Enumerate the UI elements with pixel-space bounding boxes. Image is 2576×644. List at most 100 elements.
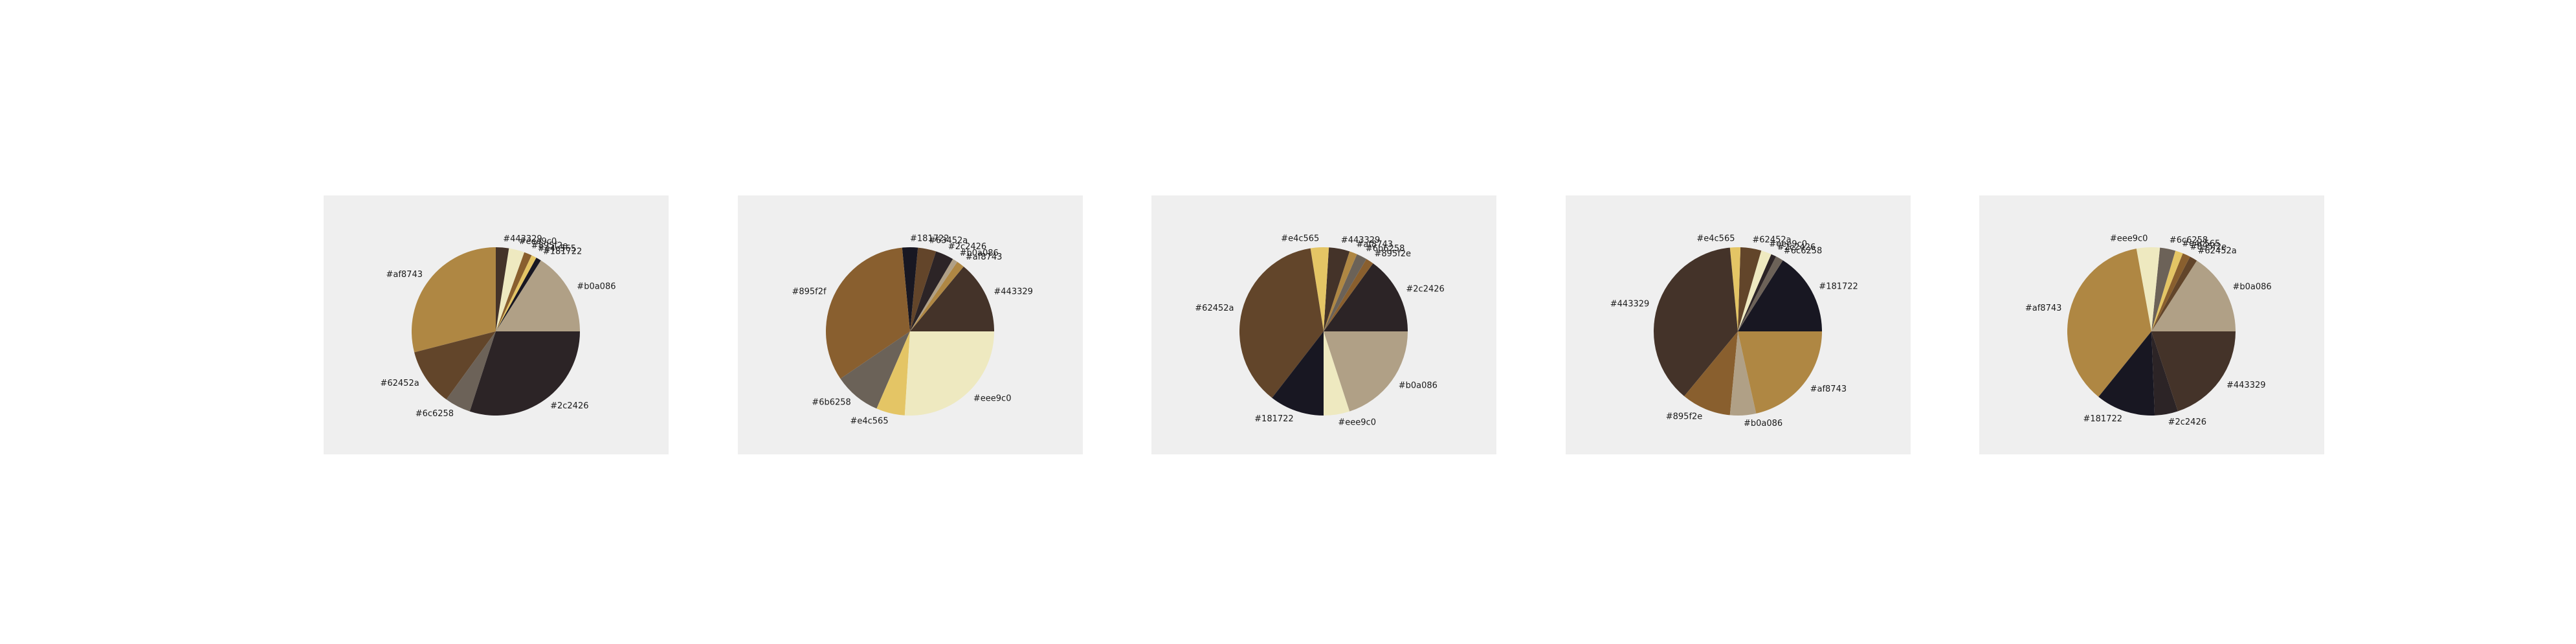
pie-slice — [1324, 263, 1408, 331]
pie-slice-label: #e4c565 — [538, 244, 576, 254]
pie-slice — [2151, 250, 2183, 331]
pie-slice — [1738, 260, 1822, 331]
pie-slice-label: #6b6258 — [812, 398, 851, 408]
pie-slice-label: #63452a — [929, 236, 968, 246]
pie-slice — [446, 331, 496, 412]
pie-slice-label: #af8743 — [2025, 304, 2062, 313]
pie-slice-label: #b0a086 — [960, 249, 999, 258]
pie-slice — [2151, 253, 2190, 331]
pie-slice-label: #2c2426 — [1406, 285, 1444, 294]
pie-slice — [1729, 247, 1741, 331]
pie-slice-label: #e4c565 — [850, 417, 888, 427]
pie-slice — [2151, 331, 2236, 412]
pie-slice-label: #eee9c0 — [519, 237, 557, 247]
pie-slice — [414, 331, 496, 400]
pie-slice-label: #895f2e — [1666, 412, 1703, 422]
pie-slice — [1272, 331, 1324, 416]
pie-slice-label: #e4c565 — [1281, 234, 1319, 244]
pie-slice-label: #2c2426 — [948, 242, 986, 252]
pie-slice — [2151, 260, 2236, 331]
pie-slice-label: #eee9c0 — [1338, 418, 1376, 428]
pie-slice-label: #eee9c0 — [2110, 234, 2148, 244]
pie-slice-label: #443329 — [2226, 381, 2266, 390]
pie-slice-label: #181722 — [1819, 282, 1858, 292]
pie-slice — [902, 247, 918, 331]
pie-slice — [496, 260, 580, 331]
pie-slice — [1653, 247, 1738, 397]
pie-slice — [910, 251, 953, 331]
pie-slice — [496, 247, 509, 331]
pie-slice-label: #62452a — [380, 379, 419, 388]
pie-chart-2: #443329 #af8743#b0a086#2c2426#63452a#1817… — [792, 234, 1033, 427]
pie-slice-label: #2c2426 — [550, 401, 588, 411]
pie-slice-label: #af8743 — [1357, 240, 1393, 250]
pie-slice-label: #e4c565 — [2182, 239, 2220, 249]
pie-slice — [1324, 331, 1350, 416]
pie-slice — [910, 259, 958, 331]
pie-slice — [910, 266, 994, 331]
pie-slice — [1324, 251, 1357, 331]
pie-chart-panel-1: #b0a086 #181722 #e4c565 #895f2e #eee9c0 #4433… — [324, 195, 669, 454]
pie-slice — [910, 261, 964, 331]
pie-slice — [1324, 331, 1408, 412]
pie-slice-label: #af8743 — [386, 270, 423, 280]
pie-slice — [1738, 247, 1762, 331]
pie-slice-label: #eee9c0 — [1769, 239, 1807, 249]
pie-slice-label: #895f2e — [531, 241, 568, 250]
pie-slice — [1324, 247, 1350, 331]
pie-chart-1: #b0a086 #181722#e4c565#895f2e#eee9c0#4433… — [380, 234, 616, 419]
pie-slice-label: #af8743 — [966, 252, 1003, 262]
pie-slice — [496, 248, 525, 331]
pie-slice — [2098, 331, 2155, 416]
pie-slice — [1310, 247, 1329, 331]
pie-slice — [876, 331, 910, 416]
pie-slice — [2151, 247, 2176, 331]
pie-slice-label: #181722 — [2083, 414, 2122, 424]
pie-slice-label: #62452a — [1752, 235, 1791, 245]
pie-slice-label: #443329 — [503, 234, 542, 244]
pie-slice — [1738, 256, 1783, 331]
pie-slice-label: #895f2f — [792, 287, 827, 297]
pie-slice — [910, 247, 937, 331]
pie-slice — [1729, 331, 1757, 416]
pie-slice — [904, 331, 994, 416]
pie-slice-label: #181722 — [910, 234, 949, 244]
pie-slice — [496, 252, 532, 331]
pie-slice — [1738, 254, 1777, 331]
pie-slice — [1738, 331, 1822, 414]
pie-slice-label: #6b6258 — [1366, 244, 1405, 254]
pie-slice — [496, 255, 537, 331]
pie-slice-label: #2c2426 — [2168, 417, 2206, 427]
pie-slice — [1324, 259, 1373, 331]
pie-chart-4: #181722 #6c6258#2c2426#eee9c0#62452a #e4c5… — [1610, 234, 1858, 429]
pie-chart-panel-3: #2c2426 #895f2e #6b6258 #af8743 #443329 #e4c5… — [1151, 195, 1496, 454]
pie-slice-label: #6c6258 — [416, 409, 454, 419]
pie-slice — [1684, 331, 1738, 416]
pie-slice-label: #e4c565 — [1696, 234, 1735, 244]
pie-slice — [1324, 254, 1367, 331]
pie-chart-panel-5: #b0a086 #62452a #895f2e #e4c565 #6c6258 #eee9… — [1979, 195, 2324, 454]
pie-slice-label: #6c6258 — [1784, 246, 1822, 256]
pie-slice-label: #eee9c0 — [973, 394, 1012, 404]
pie-slice-label: #2c2426 — [1777, 243, 1815, 252]
pie-slice — [2136, 247, 2160, 331]
pie-slice — [1239, 248, 1324, 398]
pie-slice-label: #895f2e — [1375, 249, 1412, 259]
pie-slice — [2151, 331, 2178, 416]
pie-slice — [2151, 256, 2197, 331]
pie-chart-3: #2c2426 #895f2e#6b6258#af8743#443329 #e4c5… — [1195, 234, 1445, 428]
pie-slice-label: #af8743 — [1810, 384, 1847, 394]
pie-slice-label: #181722 — [1254, 414, 1294, 424]
pie-slice-label: #b0a086 — [1399, 381, 1438, 391]
pie-slice-label: #443329 — [994, 287, 1033, 297]
pie-slice-label: #b0a086 — [2233, 282, 2272, 292]
pie-slice — [469, 331, 580, 416]
pie-chart-5: #b0a086 #62452a#895f2e#e4c565#6c6258 #eee9… — [2025, 234, 2272, 428]
pie-slice — [496, 258, 541, 331]
pie-slice — [840, 331, 910, 409]
pie-slice-label: #443329 — [1610, 300, 1650, 309]
pie-chart-panel-2: #443329 #af8743 #b0a086 #2c2426 #63452a #1817… — [738, 195, 1083, 454]
pie-slice — [411, 247, 496, 353]
pie-slice-label: #b0a086 — [577, 282, 616, 292]
pie-slice-label: #181722 — [543, 247, 583, 256]
